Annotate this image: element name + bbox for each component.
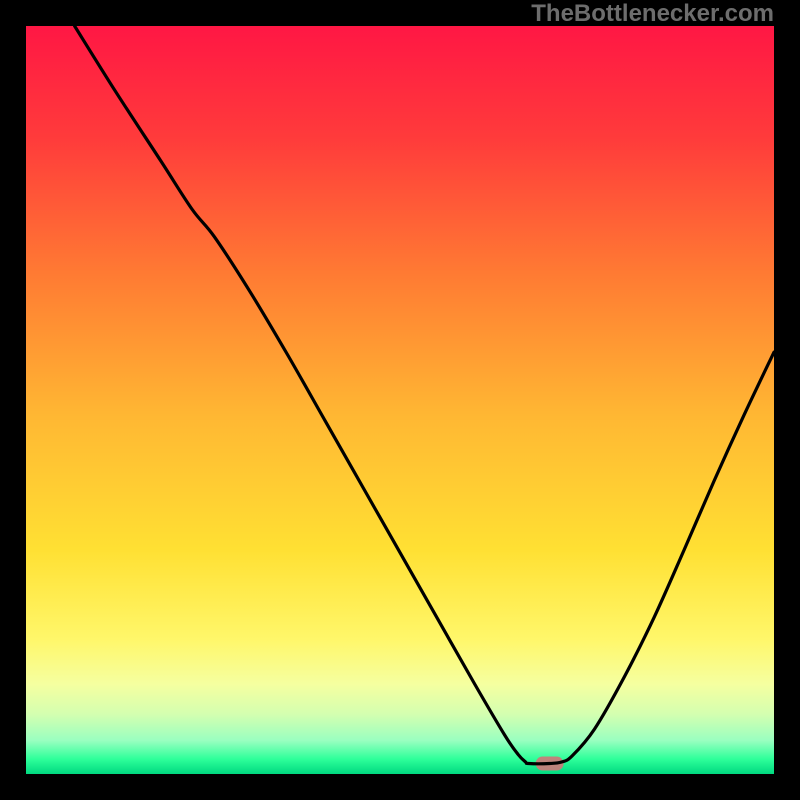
gradient-background — [26, 26, 774, 774]
watermark-text: TheBottlenecker.com — [531, 0, 774, 28]
plot-area — [26, 26, 774, 774]
chart-svg — [26, 26, 774, 774]
